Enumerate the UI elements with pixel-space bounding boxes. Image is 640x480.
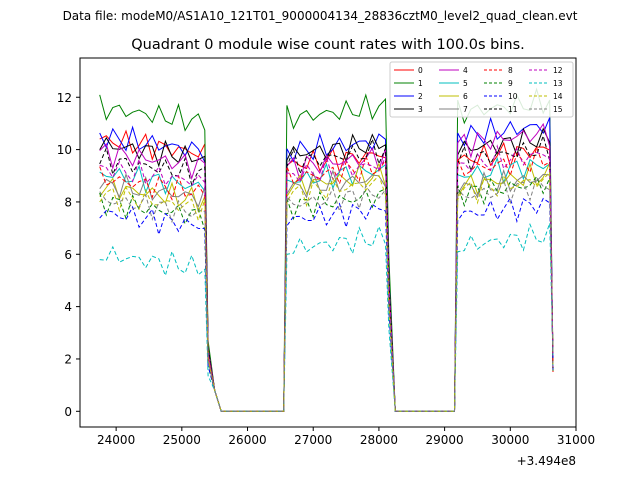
legend-label-12: 12 bbox=[553, 66, 563, 75]
series-line-1 bbox=[99, 87, 554, 412]
legend-label-7: 7 bbox=[463, 105, 468, 114]
legend-label-14: 14 bbox=[553, 92, 563, 101]
legend-label-13: 13 bbox=[553, 79, 563, 88]
plot-frame bbox=[79, 57, 577, 428]
legend-label-4: 4 bbox=[463, 66, 468, 75]
legend-label-15: 15 bbox=[553, 105, 563, 114]
legend-label-0: 0 bbox=[418, 66, 423, 75]
x-axis: 24000 25000 26000 27000 28000 29000 30000 31000 bbox=[97, 427, 595, 447]
series-layer bbox=[99, 87, 554, 412]
legend-label-10: 10 bbox=[508, 92, 518, 101]
series-line-6 bbox=[99, 162, 554, 412]
series-line-7 bbox=[99, 168, 554, 412]
x-tick-label: 24000 bbox=[97, 433, 135, 447]
legend-label-5: 5 bbox=[463, 79, 468, 88]
legend-label-6: 6 bbox=[463, 92, 468, 101]
x-tick-label: 26000 bbox=[228, 433, 266, 447]
series-line-14 bbox=[99, 170, 554, 412]
series-line-0 bbox=[99, 129, 554, 412]
y-tick-label: 0 bbox=[64, 405, 72, 419]
y-tick-label: 2 bbox=[64, 352, 72, 366]
legend-label-8: 8 bbox=[508, 66, 513, 75]
legend-box bbox=[389, 61, 574, 118]
y-tick-label: 8 bbox=[64, 195, 72, 209]
x-tick-label: 31000 bbox=[557, 433, 595, 447]
x-tick-label: 29000 bbox=[426, 433, 464, 447]
series-line-9 bbox=[99, 175, 554, 412]
series-line-4 bbox=[99, 122, 554, 412]
series-line-15 bbox=[99, 176, 554, 412]
y-axis: 0 2 4 6 8 10 12 bbox=[57, 91, 80, 419]
series-line-5 bbox=[99, 156, 554, 412]
x-tick-label: 25000 bbox=[163, 433, 201, 447]
series-line-13 bbox=[99, 222, 554, 412]
legend-label-11: 11 bbox=[508, 105, 518, 114]
legend-label-1: 1 bbox=[418, 79, 423, 88]
y-tick-label: 4 bbox=[64, 300, 72, 314]
series-line-12 bbox=[99, 144, 554, 412]
y-tick-label: 10 bbox=[57, 143, 72, 157]
legend-label-2: 2 bbox=[418, 92, 423, 101]
x-tick-label: 28000 bbox=[360, 433, 398, 447]
x-offset-label: +3.494e8 bbox=[517, 454, 576, 468]
data-file-label: Data file: modeM0/AS1A10_121T01_90000041… bbox=[63, 9, 578, 23]
y-tick-label: 12 bbox=[57, 91, 72, 105]
x-tick-label: 30000 bbox=[491, 433, 529, 447]
x-tick-label: 27000 bbox=[294, 433, 332, 447]
legend-label-3: 3 bbox=[418, 105, 423, 114]
y-tick-label: 6 bbox=[64, 248, 72, 262]
chart-title: Quadrant 0 module wise count rates with … bbox=[131, 37, 525, 53]
legend-label-9: 9 bbox=[508, 79, 513, 88]
series-line-10 bbox=[99, 196, 554, 412]
